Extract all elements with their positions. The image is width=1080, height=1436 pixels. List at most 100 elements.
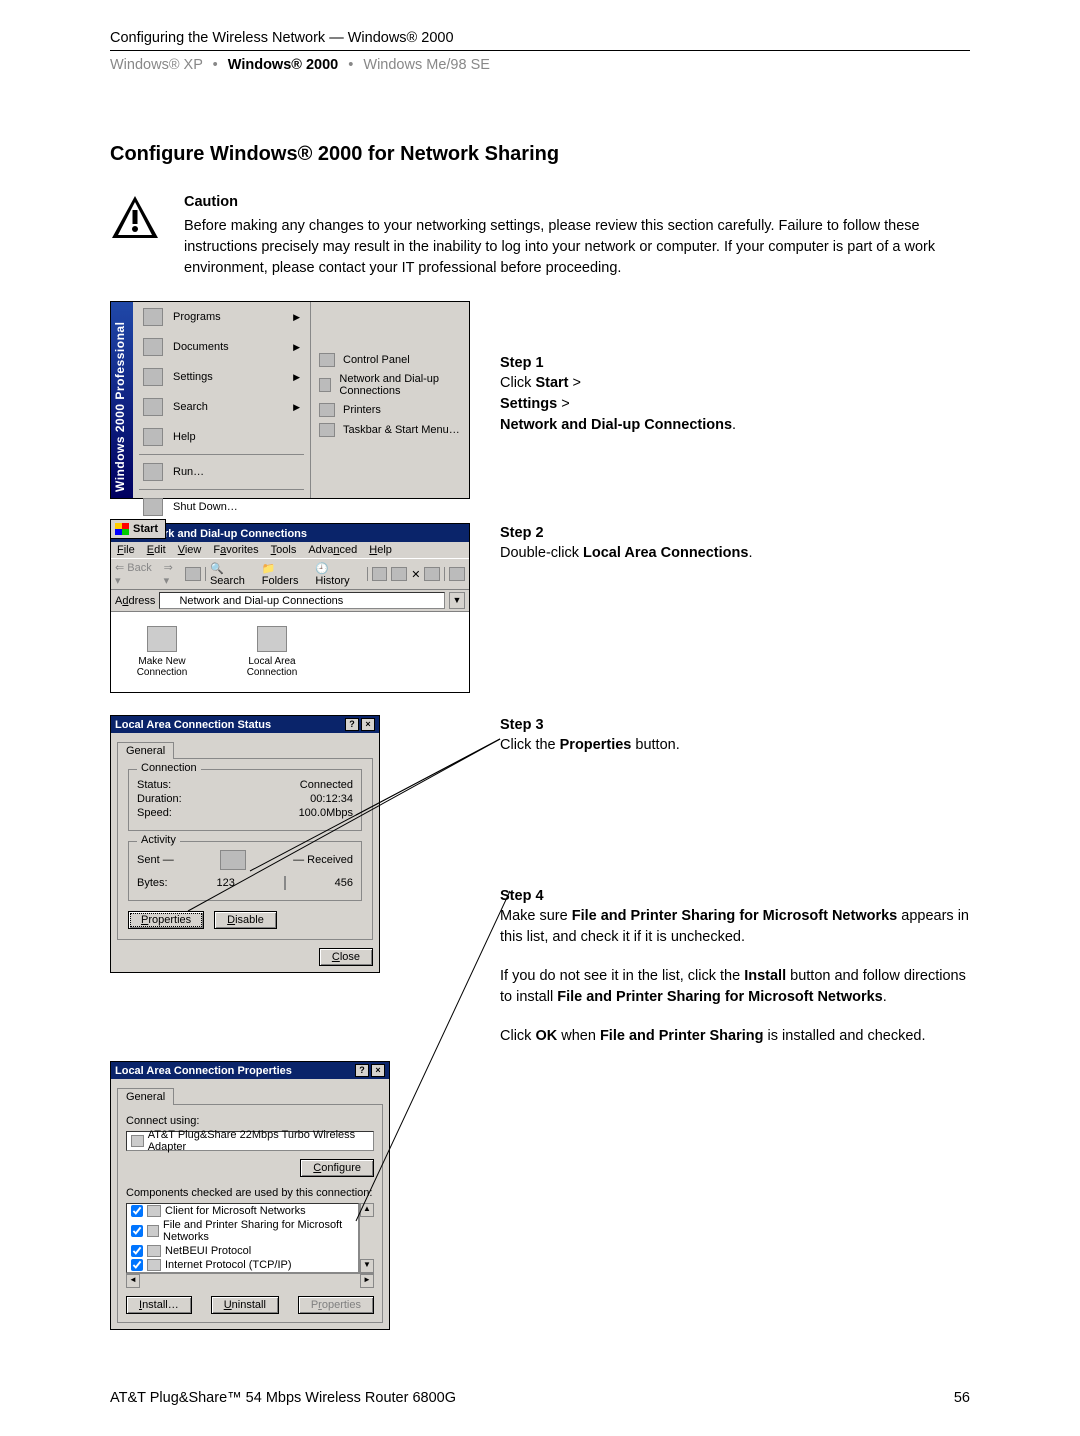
help-button[interactable]: ?: [355, 1064, 369, 1077]
up-icon[interactable]: [185, 567, 201, 581]
start-item-settings[interactable]: Settings▶: [133, 362, 310, 392]
properties-window-screenshot: Local Area Connection Properties ?× Gene…: [110, 1061, 390, 1330]
address-box[interactable]: Network and Dial-up Connections: [159, 592, 445, 609]
programs-icon: [143, 308, 163, 326]
caution-heading: Caution: [184, 194, 970, 210]
folders-button[interactable]: 📁Folders: [262, 562, 312, 587]
menu-view[interactable]: View: [178, 544, 202, 556]
dialup-window-screenshot: Network and Dial-up Connections File Edi…: [110, 523, 470, 693]
start-menu-screenshot: Windows 2000 Professional Programs▶ Docu…: [110, 301, 470, 519]
sub-printers[interactable]: Printers: [311, 400, 469, 420]
step2-text: Double-click Local Area Connections.: [500, 543, 970, 564]
step1-text: Click Start > Settings > Network and Dia…: [500, 373, 970, 436]
close-button[interactable]: Close: [319, 948, 373, 966]
new-connection-icon: [147, 626, 177, 652]
start-sidebar: Windows 2000 Professional: [111, 302, 133, 498]
protocol-icon: [147, 1245, 161, 1257]
history-button[interactable]: 🕘History: [315, 562, 362, 587]
scrollbar-vertical[interactable]: ▲▼: [359, 1203, 374, 1273]
footer-product: AT&T Plug&Share™ 54 Mbps Wireless Router…: [110, 1390, 456, 1406]
taskbar-icon: [319, 423, 335, 437]
step4-text-1: Make sure File and Printer Sharing for M…: [500, 906, 970, 948]
tool-icon[interactable]: [424, 567, 440, 581]
shutdown-icon: [143, 498, 163, 516]
help-button[interactable]: ?: [345, 718, 359, 731]
arrow-icon: ▶: [293, 402, 300, 413]
address-dropdown[interactable]: ▼: [449, 592, 465, 609]
address-label: Address: [115, 595, 155, 607]
start-item-shutdown[interactable]: Shut Down…: [133, 492, 310, 522]
header-breadcrumbs: Windows® XP • Windows® 2000 • Windows Me…: [110, 57, 970, 73]
tool-icon[interactable]: [391, 567, 407, 581]
menu-file[interactable]: File: [117, 544, 135, 556]
back-button[interactable]: ⇐ Back ▾: [115, 561, 160, 587]
configure-button[interactable]: Configure: [300, 1159, 374, 1177]
search-button[interactable]: 🔍Search: [210, 562, 258, 587]
start-item-run[interactable]: Run…: [133, 457, 310, 487]
menu-edit[interactable]: Edit: [147, 544, 166, 556]
lan-icon: [257, 626, 287, 652]
start-item-help[interactable]: Help: [133, 422, 310, 452]
uninstall-button[interactable]: Uninstall: [211, 1296, 279, 1314]
start-button[interactable]: Start: [110, 519, 166, 539]
properties-button[interactable]: Properties: [298, 1296, 374, 1314]
menu-favorites[interactable]: Favorites: [213, 544, 258, 556]
general-tab[interactable]: General: [117, 742, 174, 759]
menu-advanced[interactable]: Advanced: [308, 544, 357, 556]
printers-icon: [319, 403, 335, 417]
sub-network-dialup[interactable]: Network and Dial-up Connections: [311, 370, 469, 400]
start-item-programs[interactable]: Programs▶: [133, 302, 310, 332]
disable-button[interactable]: Disable: [214, 911, 277, 929]
tool-icon[interactable]: [372, 567, 388, 581]
crumb-sep: •: [207, 57, 224, 73]
menu-tools[interactable]: Tools: [271, 544, 297, 556]
window-title: Local Area Connection Properties: [115, 1065, 292, 1077]
crumb-sep: •: [342, 57, 359, 73]
address-bar: Address Network and Dial-up Connections …: [111, 590, 469, 612]
caution-text: Before making any changes to your networ…: [184, 216, 970, 279]
delete-icon[interactable]: ✕: [411, 568, 420, 581]
windows-flag-icon: [115, 523, 129, 535]
client-icon: [147, 1205, 161, 1217]
page-title: Configure Windows® 2000 for Network Shar…: [110, 143, 970, 166]
list-item: Internet Protocol (TCP/IP): [127, 1258, 358, 1272]
adapter-box: AT&T Plug&Share 22Mbps Turbo Wireless Ad…: [126, 1131, 374, 1151]
tool-icon[interactable]: [449, 567, 465, 581]
crumb-me98: Windows Me/98 SE: [363, 57, 490, 73]
list-item: File and Printer Sharing for Microsoft N…: [127, 1218, 358, 1244]
step4-text-3: Click OK when File and Printer Sharing i…: [500, 1026, 970, 1047]
properties-button[interactable]: Properties: [128, 911, 204, 929]
menu-bar: File Edit View Favorites Tools Advanced …: [111, 542, 469, 558]
arrow-icon: ▶: [293, 342, 300, 353]
step1-heading: Step 1: [500, 355, 970, 371]
warning-icon: [110, 194, 160, 240]
control-panel-icon: [319, 353, 335, 367]
sub-control-panel[interactable]: Control Panel: [311, 350, 469, 370]
general-tab[interactable]: General: [117, 1088, 174, 1105]
menu-help[interactable]: Help: [369, 544, 392, 556]
close-button[interactable]: ×: [371, 1064, 385, 1077]
components-list[interactable]: Client for Microsoft Networks File and P…: [126, 1203, 359, 1273]
arrow-icon: ▶: [293, 372, 300, 383]
install-button[interactable]: Install…: [126, 1296, 192, 1314]
step3-heading: Step 3: [500, 717, 970, 733]
connection-group: Connection Status:Connected Duration:00:…: [128, 769, 362, 831]
fwd-button[interactable]: ⇒ ▾: [164, 561, 182, 587]
make-new-connection[interactable]: Make New Connection: [127, 626, 197, 682]
scrollbar-horizontal[interactable]: ◄►: [126, 1273, 374, 1288]
activity-group: Activity Sent — — Received Bytes: 123 45…: [128, 841, 362, 901]
activity-icon: [220, 850, 246, 870]
close-button[interactable]: ×: [361, 718, 375, 731]
protocol-icon: [147, 1259, 161, 1271]
step2-heading: Step 2: [500, 525, 970, 541]
list-item: Client for Microsoft Networks: [127, 1204, 358, 1218]
header-rule: [110, 50, 970, 51]
components-label: Components checked are used by this conn…: [126, 1187, 374, 1199]
start-item-documents[interactable]: Documents▶: [133, 332, 310, 362]
sub-taskbar[interactable]: Taskbar & Start Menu…: [311, 420, 469, 440]
local-area-connection[interactable]: Local Area Connection: [237, 626, 307, 682]
settings-icon: [143, 368, 163, 386]
documents-icon: [143, 338, 163, 356]
address-icon: [164, 595, 176, 606]
start-item-search[interactable]: Search▶: [133, 392, 310, 422]
